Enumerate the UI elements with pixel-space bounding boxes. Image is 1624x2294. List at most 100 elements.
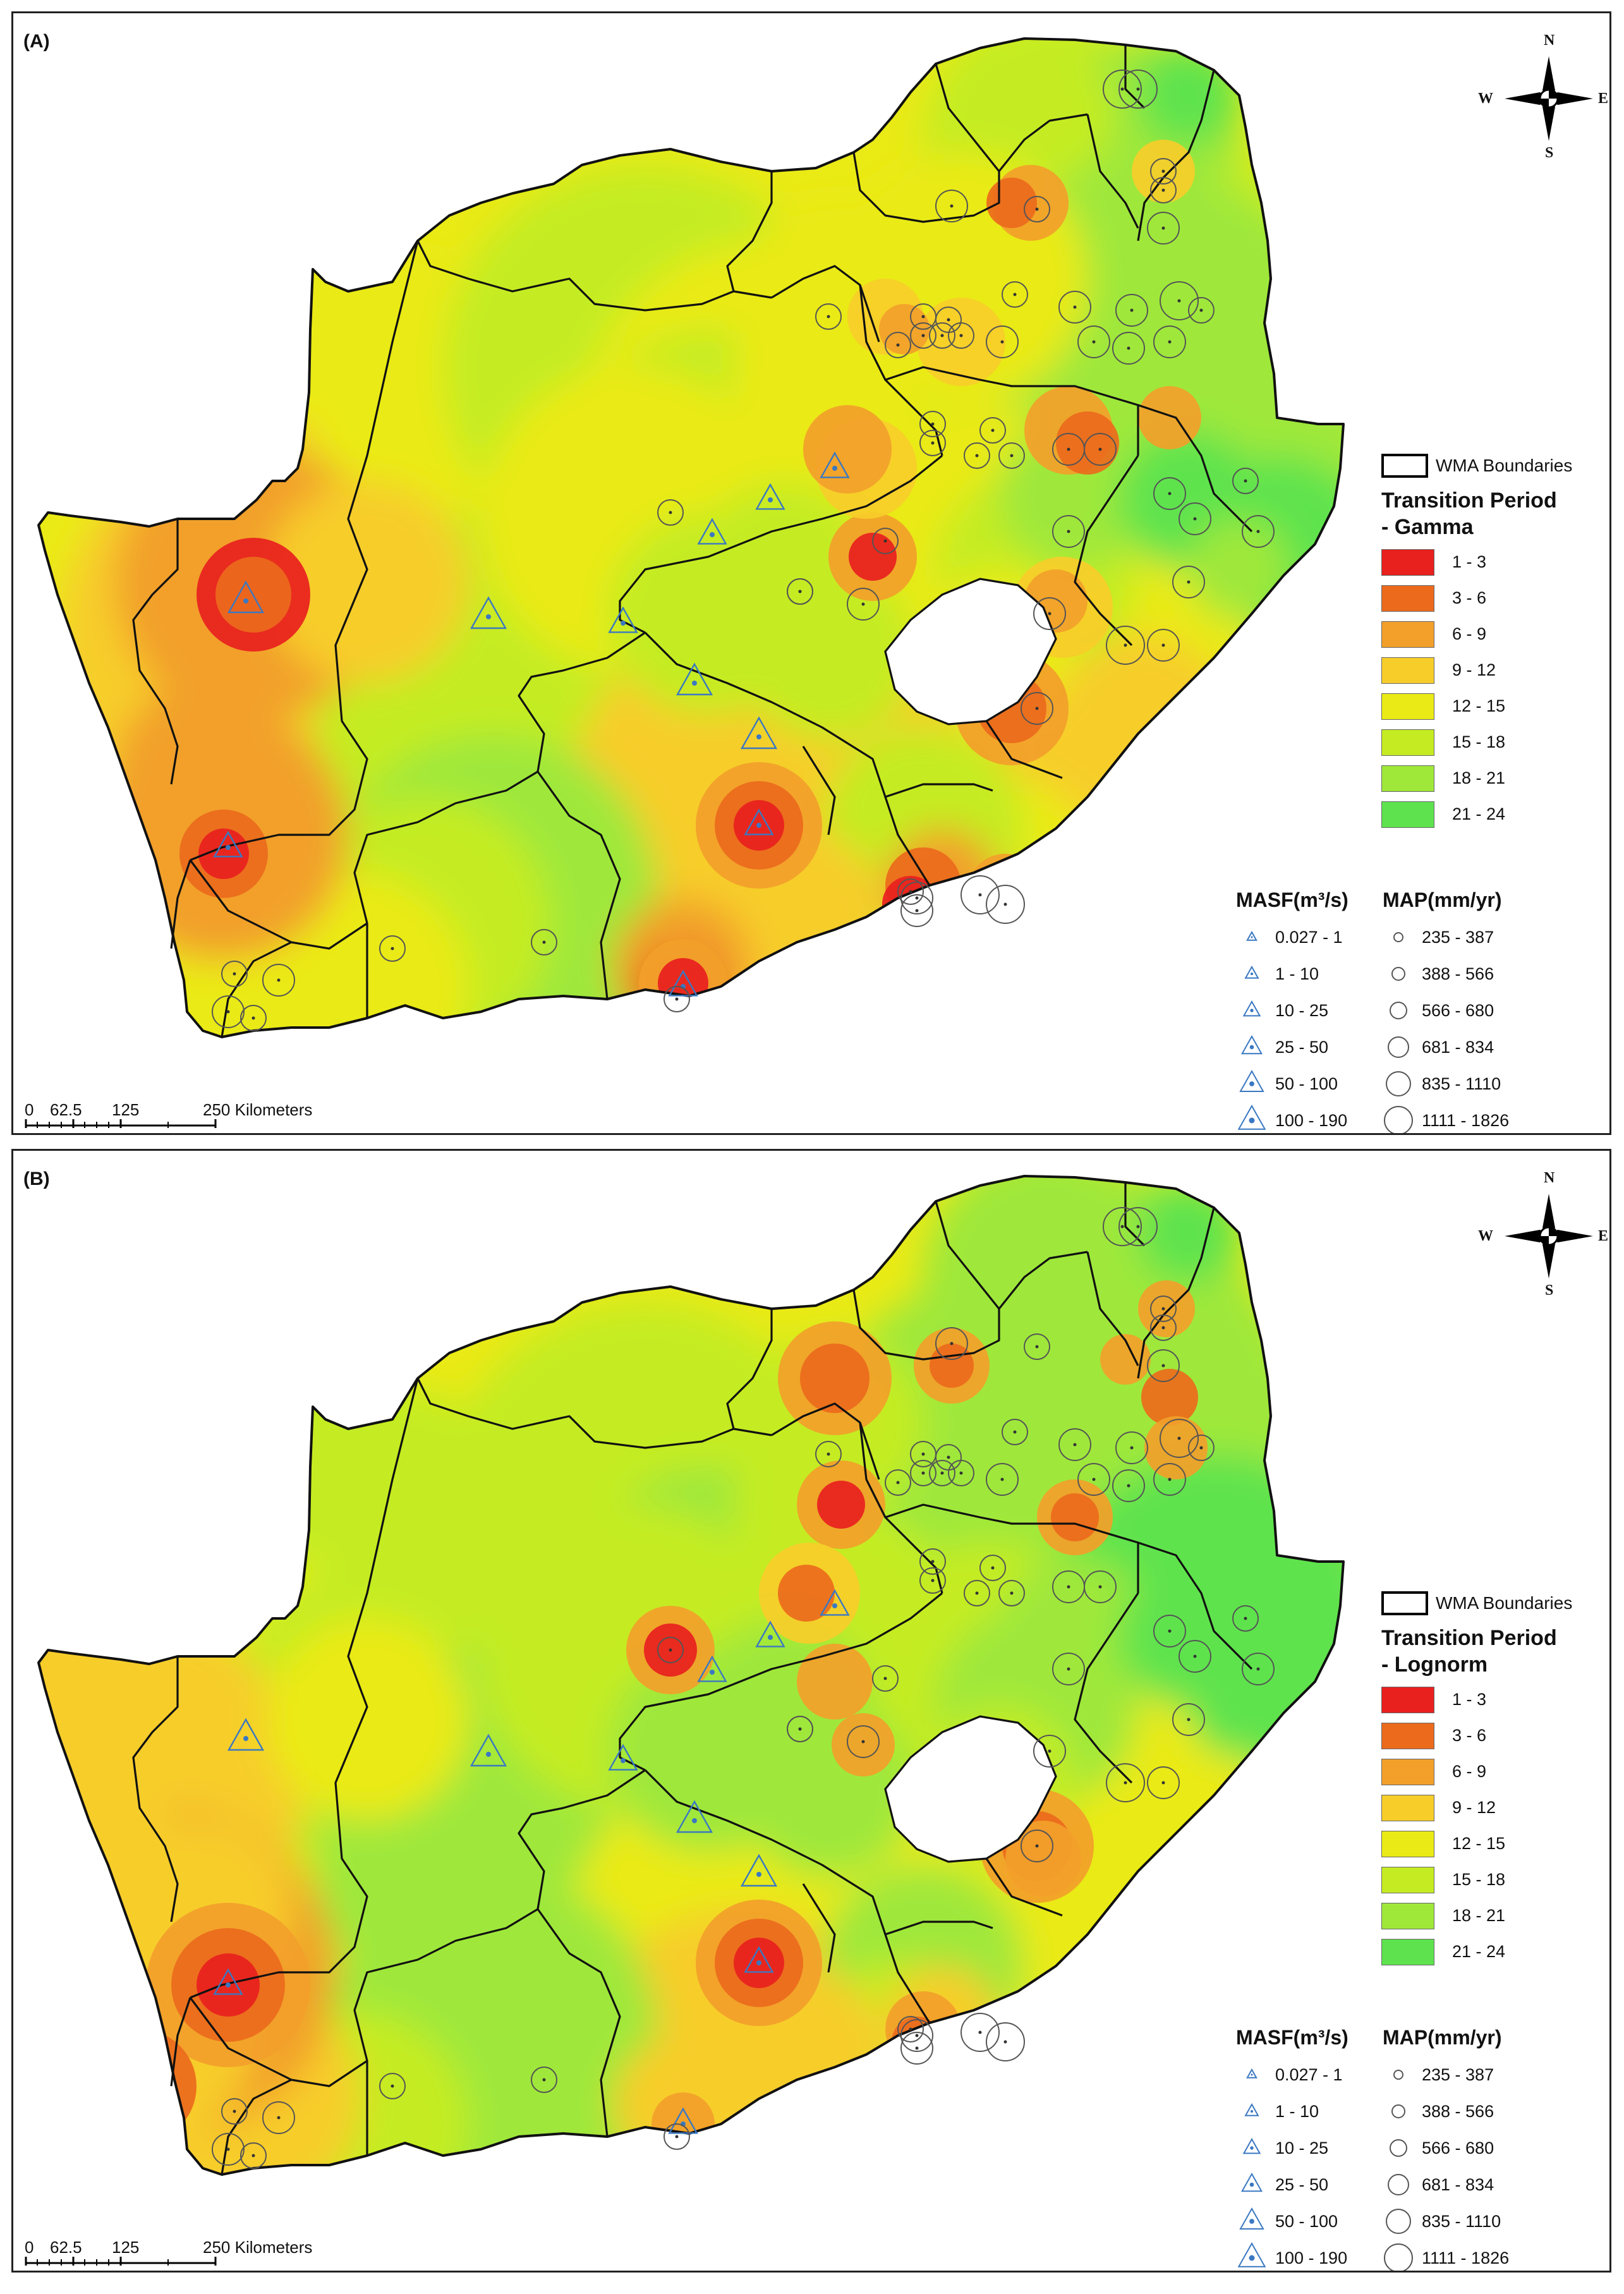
map-station-dot (251, 1016, 255, 1020)
masf-station-marker (470, 1733, 507, 1767)
circle-icon (1383, 2169, 1414, 2200)
scale-tick-2: 125 (112, 2238, 140, 2257)
legend-title-line2: - Gamma (1381, 515, 1474, 539)
map-class-label: 566 - 680 (1422, 1000, 1494, 1020)
masf-legend-title: MASF(m³/s) (1236, 2026, 1348, 2049)
map-station-marker (919, 430, 946, 456)
symbol-legend-row: 10 - 25 566 - 680 (1236, 2130, 1609, 2166)
symbol-legend-row: 50 - 100 835 - 1110 (1236, 2203, 1609, 2240)
map-station-marker (1002, 281, 1028, 308)
wma-boundary (221, 2079, 292, 2175)
map-station-marker (935, 190, 968, 222)
legend-swatch (1381, 1758, 1434, 1785)
map-station-dot (1092, 340, 1096, 344)
map-station-dot (233, 972, 236, 976)
map-station-marker (1052, 1653, 1085, 1685)
map-station-dot (1035, 1844, 1039, 1848)
map-station-dot (896, 1481, 900, 1484)
map-station-dot (1244, 1617, 1247, 1620)
wma-boundary (353, 770, 538, 1018)
symbol-legend: MASF(m³/s) MAP(mm/yr) 0.027 - 1 235 - 387… (1236, 2026, 1609, 2271)
map-station-dot (251, 2154, 255, 2157)
north-arrow-icon: N S W E (1478, 1170, 1608, 1299)
wma-boundary (132, 519, 179, 785)
wma-boundary (885, 1921, 993, 1936)
map-station-dot (1048, 612, 1051, 616)
map-station-marker (240, 2142, 267, 2169)
scale-bar-graphic (25, 2257, 217, 2266)
map-station-dot (1136, 87, 1140, 91)
circle-icon (1383, 1031, 1414, 1063)
map-station-marker (240, 1005, 267, 1031)
map-station-dot (669, 511, 672, 514)
map-class-label: 835 - 1110 (1422, 1074, 1501, 1093)
field-spot (99, 2045, 168, 2115)
map-station-dot (1067, 530, 1070, 533)
map-station-dot (861, 602, 865, 606)
map-station-dot (277, 2116, 281, 2120)
map-station-dot (931, 441, 935, 445)
legend-class-row: 12 - 15 (1381, 688, 1609, 724)
map-station-dot (1161, 1364, 1165, 1368)
map-station-dot (1035, 207, 1039, 211)
symbol-legend-row: 0.027 - 1 235 - 387 (1236, 919, 1609, 956)
map-station-marker (986, 325, 1019, 358)
map-station-dot (1010, 1591, 1014, 1595)
legend-class-label: 9 - 12 (1452, 1798, 1496, 1817)
compass-north-label: N (1544, 1170, 1555, 1186)
map-station-marker (998, 1580, 1025, 1606)
field-spot (879, 304, 930, 355)
field-spot (1005, 1821, 1081, 1896)
wma-boundary (802, 1883, 836, 1973)
map-station-marker (1153, 1615, 1186, 1648)
wma-boundary (221, 941, 292, 1038)
compass-west-label: W (1478, 90, 1493, 107)
map-station-dot (921, 315, 925, 319)
map-station-marker (1021, 692, 1053, 725)
map-station-marker (815, 1441, 842, 1467)
map-station-marker (935, 306, 962, 333)
map-station-dot (277, 978, 281, 982)
map-station-marker (1033, 1735, 1066, 1768)
legend-class-label: 6 - 9 (1452, 1762, 1487, 1781)
map-station-marker (212, 995, 245, 1028)
map-station-marker (929, 1460, 955, 1486)
wma-boundary (189, 1997, 368, 2087)
map-station-marker (664, 2123, 690, 2150)
masf-station-dot (692, 681, 697, 686)
legend-class-label: 18 - 21 (1452, 768, 1506, 787)
legend-class-label: 9 - 12 (1452, 660, 1496, 679)
map-station-dot (1161, 643, 1165, 647)
masf-class-label: 50 - 100 (1275, 1074, 1338, 1093)
wma-boundary (771, 265, 943, 456)
map-station-marker (1084, 433, 1117, 466)
map-station-dot (1130, 308, 1134, 312)
legend-class-row: 1 - 3 (1381, 1682, 1609, 1718)
field-spot (99, 2115, 149, 2165)
legend-class-label: 15 - 18 (1452, 732, 1506, 751)
map-station-marker (787, 1716, 813, 1742)
map-station-dot (233, 2109, 236, 2113)
map-station-dot (226, 1010, 230, 1014)
map-station-dot (883, 539, 887, 543)
map-station-marker (1147, 629, 1180, 662)
masf-station-dot (768, 1635, 773, 1640)
map-station-dot (1168, 1478, 1172, 1481)
map-station-marker (1103, 70, 1142, 109)
legend-class-row: 3 - 6 (1381, 1718, 1609, 1754)
triangle-icon (1236, 2206, 1268, 2237)
masf-station-marker (676, 1800, 713, 1833)
map-station-marker (262, 964, 295, 997)
scale-tick-0: 0 (25, 1100, 34, 1119)
map-station-dot (1098, 1585, 1102, 1589)
map-station-dot (1127, 1484, 1130, 1488)
map-station-dot (1035, 1345, 1039, 1349)
masf-station-marker (697, 518, 727, 545)
triangle-icon (1236, 921, 1268, 953)
map-station-marker (919, 1567, 946, 1594)
map-station-marker (1150, 177, 1177, 203)
map-station-dot (896, 343, 900, 347)
wma-boundary (190, 1378, 419, 1999)
field-blob (266, 1618, 468, 1821)
map-station-marker (212, 2133, 245, 2166)
